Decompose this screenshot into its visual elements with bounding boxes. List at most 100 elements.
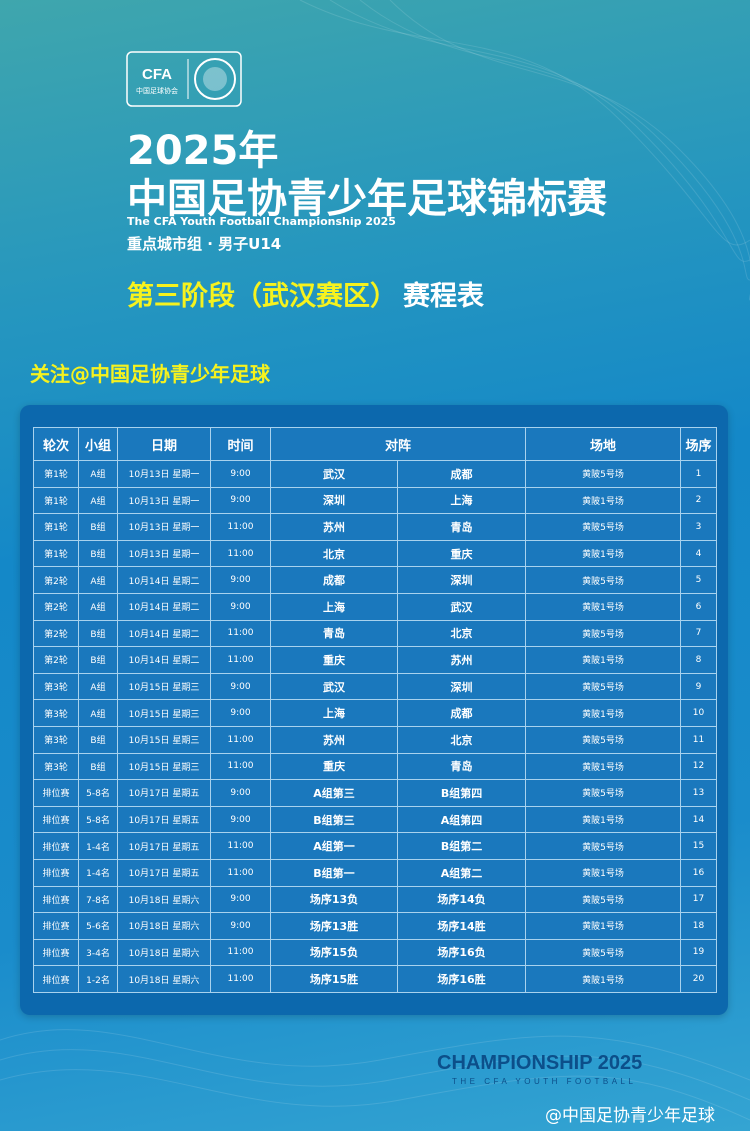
table-cell: 5 — [680, 566, 718, 594]
table-cell: 10月17日 星期五 — [117, 858, 211, 887]
table-cell: 1-4名 — [78, 832, 118, 860]
header-cell: 时间 — [210, 427, 271, 461]
table-cell: 第1轮 — [33, 460, 79, 488]
table-row: 排位赛 1-4名 10月17日 星期五 11:00 B组第一 A组第二 黄陂1号场 16 — [33, 858, 718, 887]
table-cell: 15 — [680, 832, 718, 860]
table-cell: 第3轮 — [33, 672, 79, 701]
table-cell: 黄陂5号场 — [525, 938, 682, 967]
table-cell: 排位赛 — [33, 885, 79, 914]
table-cell: 场序14胜 — [396, 912, 527, 940]
table-cell: B组 — [78, 646, 118, 674]
table-cell: 重庆 — [270, 646, 398, 674]
table-cell: 第3轮 — [33, 752, 79, 781]
brand: CHAMPIONSHIP 2025 — [437, 1052, 643, 1074]
table-cell: 黄陂1号场 — [525, 965, 682, 993]
table-row: 第3轮 A组 10月15日 星期三 9:00 武汉 深圳 黄陂5号场 9 — [33, 672, 718, 701]
table-cell: B组第三 — [270, 805, 398, 834]
table-cell: 12 — [680, 752, 718, 781]
table-cell: 4 — [680, 539, 718, 568]
table-cell: A组第三 — [270, 779, 398, 807]
table-cell: 排位赛 — [33, 858, 79, 887]
table-row: 第2轮 A组 10月14日 星期二 9:00 上海 武汉 黄陂1号场 6 — [33, 592, 718, 621]
table-cell: 排位赛 — [33, 779, 79, 807]
table-cell: 深圳 — [270, 486, 398, 515]
header-cell: 场序 — [680, 427, 718, 461]
table-cell: 第2轮 — [33, 566, 79, 594]
title: 中国足协青少年足球锦标赛 — [127, 176, 607, 222]
table-cell: 9:00 — [210, 592, 271, 621]
table-cell: 黄陂1号场 — [525, 486, 682, 515]
table-cell: 9:00 — [210, 672, 271, 701]
year: 2025年 — [127, 128, 279, 174]
table-cell: B组第四 — [396, 779, 527, 807]
table-cell: 场序16胜 — [396, 965, 527, 993]
table-cell: B组 — [78, 725, 118, 754]
table-row: 第1轮 A组 10月13日 星期一 9:00 深圳 上海 黄陂1号场 2 — [33, 486, 718, 515]
stage-line: 第三阶段（武汉赛区） 赛程表 — [127, 274, 484, 313]
table-row: 第3轮 B组 10月15日 星期三 11:00 重庆 青岛 黄陂1号场 12 — [33, 752, 718, 781]
table-cell: 1-2名 — [78, 965, 118, 993]
table-cell: 1 — [680, 460, 718, 488]
table-cell: 北京 — [396, 619, 527, 648]
table-cell: A组 — [78, 699, 118, 727]
table-cell: 黄陂1号场 — [525, 592, 682, 621]
table-cell: 16 — [680, 858, 718, 887]
header-cell: 对阵 — [269, 427, 527, 461]
table-cell: 9:00 — [210, 566, 271, 594]
schedule: 赛程表 — [403, 281, 484, 312]
table-row: 排位赛 5-8名 10月17日 星期五 9:00 B组第三 A组第四 黄陂1号场 14 — [33, 805, 718, 834]
table-cell: 9:00 — [210, 699, 271, 727]
logo-abbr: CFA — [142, 66, 172, 83]
table-cell: 黄陂1号场 — [525, 752, 682, 781]
table-cell: 排位赛 — [33, 912, 79, 940]
table-cell: 深圳 — [396, 672, 527, 701]
header-cell: 场地 — [525, 427, 682, 461]
table-cell: 10月13日 星期一 — [117, 460, 211, 488]
table-cell: 7 — [680, 619, 718, 648]
english-title: The CFA Youth Football Championship 2025 — [127, 215, 396, 228]
table-cell: 苏州 — [270, 513, 398, 541]
table-cell: 苏州 — [396, 646, 527, 674]
table-cell: 10月17日 星期五 — [117, 779, 211, 807]
table-cell: 14 — [680, 805, 718, 834]
table-cell: 武汉 — [396, 592, 527, 621]
table-cell: B组 — [78, 539, 118, 568]
table-cell: 17 — [680, 885, 718, 914]
table-cell: 排位赛 — [33, 805, 79, 834]
table-cell: 10月13日 星期一 — [117, 539, 211, 568]
table-cell: 黄陂1号场 — [525, 646, 682, 674]
table-cell: A组 — [78, 592, 118, 621]
table-cell: 3-4名 — [78, 938, 118, 967]
header-cell: 小组 — [78, 427, 118, 461]
table-cell: 场序13胜 — [270, 912, 398, 940]
table-cell: 10月14日 星期二 — [117, 566, 211, 594]
table-cell: 第3轮 — [33, 699, 79, 727]
table-cell: 10月15日 星期三 — [117, 699, 211, 727]
table-cell: 9:00 — [210, 912, 271, 940]
table-cell: 8 — [680, 646, 718, 674]
table-cell: 武汉 — [270, 460, 398, 488]
table-cell: 10月17日 星期五 — [117, 805, 211, 834]
table-cell: 第3轮 — [33, 725, 79, 754]
table-row: 第3轮 A组 10月15日 星期三 9:00 上海 成都 黄陂1号场 10 — [33, 699, 718, 727]
table-row: 排位赛 7-8名 10月18日 星期六 9:00 场序13负 场序14负 黄陂5号场 17 — [33, 885, 718, 914]
table-cell: 场序16负 — [396, 938, 527, 967]
table-cell: 上海 — [270, 699, 398, 727]
table-cell: 第2轮 — [33, 646, 79, 674]
table-cell: 11:00 — [210, 646, 271, 674]
table-cell: B组第二 — [396, 832, 527, 860]
table-row: 第1轮 B组 10月13日 星期一 11:00 北京 重庆 黄陂1号场 4 — [33, 539, 718, 568]
table-cell: 11:00 — [210, 539, 271, 568]
table-cell: 黄陂5号场 — [525, 779, 682, 807]
table-cell: 2 — [680, 486, 718, 515]
table-cell: 9:00 — [210, 486, 271, 515]
table-cell: 黄陂5号场 — [525, 513, 682, 541]
table-cell: B组 — [78, 513, 118, 541]
table-cell: 20 — [680, 965, 718, 993]
table-cell: 上海 — [396, 486, 527, 515]
table-cell: 黄陂1号场 — [525, 858, 682, 887]
table-cell: 排位赛 — [33, 938, 79, 967]
table-cell: 黄陂1号场 — [525, 539, 682, 568]
